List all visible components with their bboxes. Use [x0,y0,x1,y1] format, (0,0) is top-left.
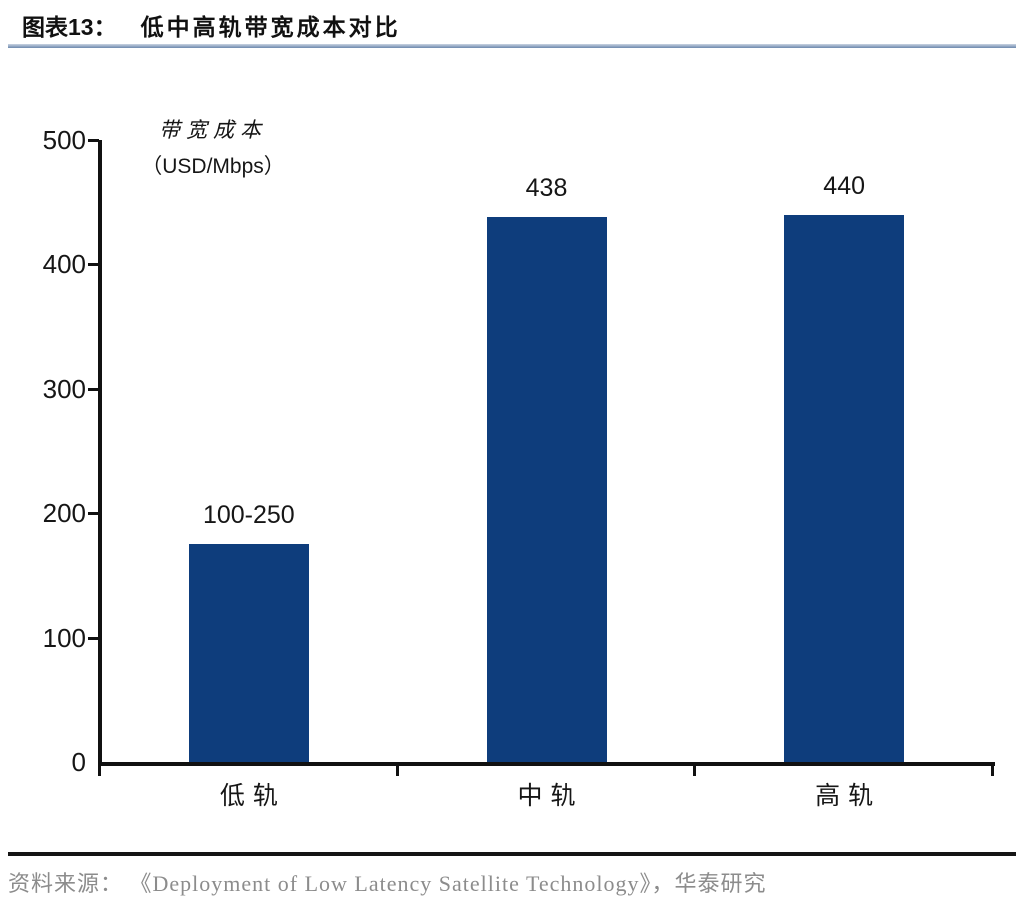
y-tick-mark [88,139,99,142]
y-tick-label: 400 [42,249,86,280]
x-category-label: 低轨 [219,783,286,810]
chart-title-text: 低中高轨带宽成本对比 [140,15,401,40]
footer-divider [8,852,1016,856]
x-tick-mark [395,764,399,776]
y-tick-mark [88,263,99,267]
x-category-label: 高轨 [815,783,882,810]
bar-value-label: 438 [525,174,568,203]
y-tick-label: 500 [42,125,86,155]
bar-中轨 [486,217,607,762]
y-tick-label: 100 [42,622,86,653]
x-category-label: 中轨 [517,783,584,810]
y-tick-label: 200 [42,498,86,529]
x-tick-mark [991,764,994,776]
bar-value-label: 100-250 [202,501,295,530]
x-tick-mark [98,764,101,776]
x-tick-mark [693,764,697,776]
bar-value-label: 440 [823,171,866,200]
y-axis-title-line1: 带宽成本 [159,118,267,142]
chart-title: 图表13： 低中高轨带宽成本对比 [22,8,401,42]
y-tick-mark [88,512,99,516]
x-axis-line [98,762,995,766]
y-tick-mark [88,636,99,640]
source-note: 资料来源： 《Deployment of Low Latency Satelli… [8,871,767,896]
y-axis-title: 带宽成本 （USD/Mbps） [118,114,308,180]
y-tick-label: 300 [42,373,86,404]
bar-高轨 [784,214,905,762]
bar-低轨 [188,544,309,762]
chart-title-tag: 图表13： [22,14,117,40]
title-underline [8,44,1016,48]
y-tick-mark [88,387,99,391]
y-axis-title-line2: （USD/Mbps） [141,155,285,178]
y-axis-line [98,140,102,766]
y-tick-label: 0 [71,747,86,777]
